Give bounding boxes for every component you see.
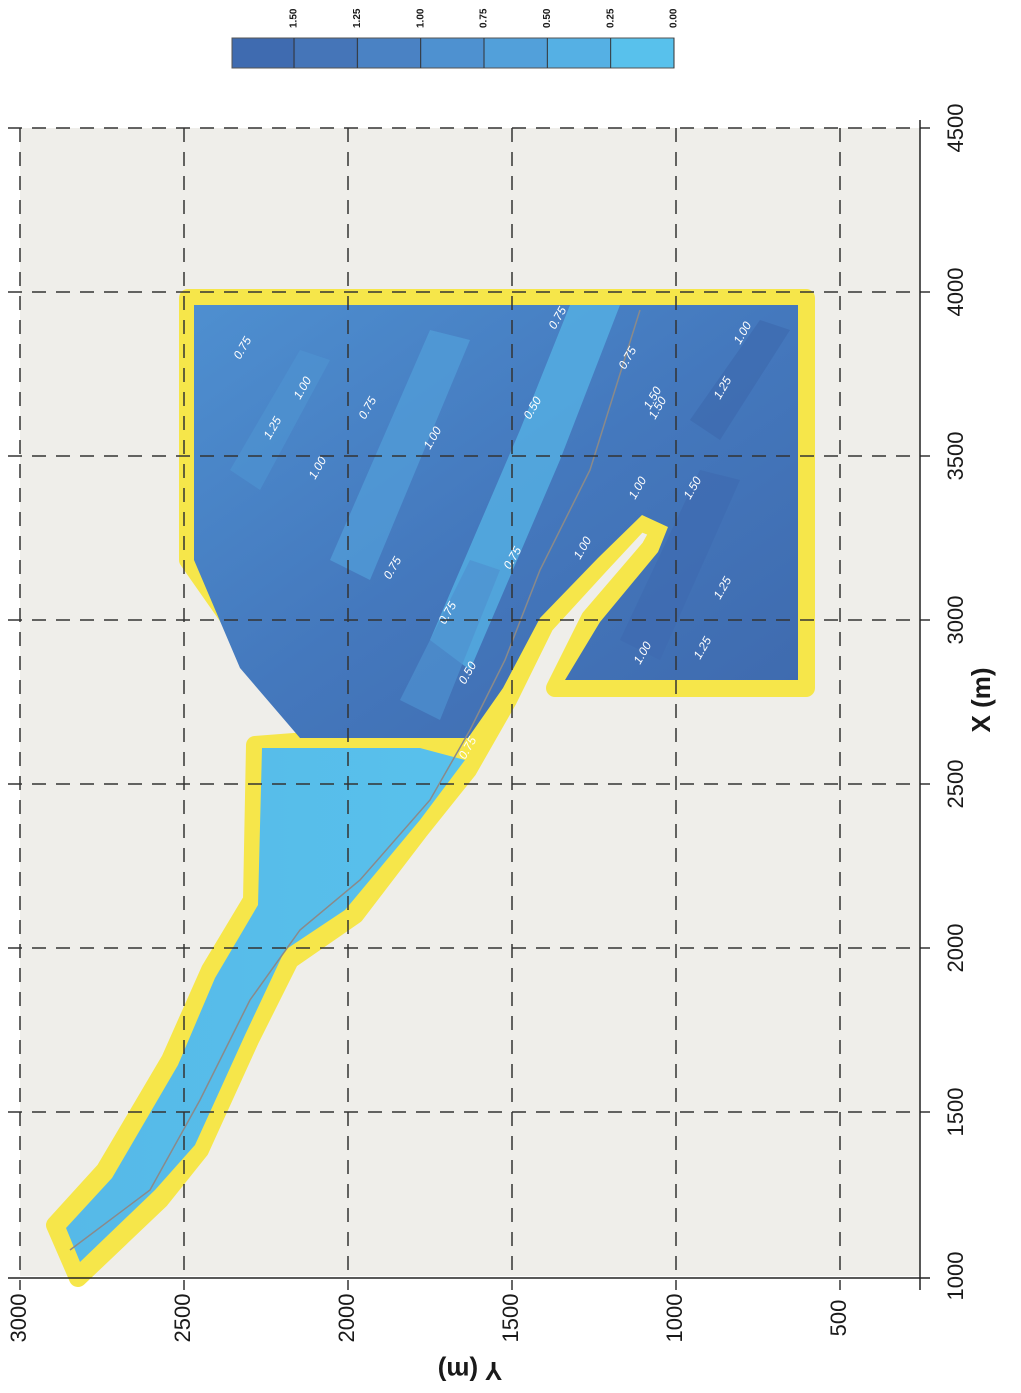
x-tick-label: 4500 [943, 104, 968, 153]
colorbar-segment [295, 38, 359, 68]
depth-band [400, 560, 500, 720]
channel-area [66, 748, 465, 1262]
y-tick-label: 1000 [662, 1294, 687, 1343]
colorbar-segment [610, 38, 675, 68]
y-tick-label: 2500 [170, 1294, 195, 1343]
colorbar: 1.50 1.25 1.00 0.75 0.50 0.25 0.00 [231, 8, 680, 69]
colorbar-label: 0.25 [605, 8, 616, 28]
colorbar-segment [484, 38, 549, 68]
x-tick-label: 1500 [943, 1088, 968, 1137]
x-tick-label: 3000 [943, 596, 968, 645]
colorbar-segment [358, 38, 422, 68]
grid-lines [8, 127, 930, 1290]
y-tick-label: 3000 [6, 1294, 31, 1343]
colorbar-label: 1.00 [415, 8, 426, 28]
channel-centerline [69, 309, 641, 1251]
y-axis-title: Y (m) [438, 1356, 503, 1386]
x-tick-label: 3500 [943, 432, 968, 481]
depth-band [230, 350, 330, 490]
colorbar-segment [421, 38, 486, 68]
colorbar-segment [232, 38, 296, 68]
x-tick-label: 2000 [943, 924, 968, 973]
x-tick-label: 2500 [943, 760, 968, 809]
x-tick-label: 1000 [943, 1252, 968, 1301]
water-body [46, 289, 815, 1287]
colorbar-label: 1.25 [352, 8, 363, 28]
y-tick-label: 1500 [498, 1294, 523, 1343]
axes: 1000 1500 2000 2500 3000 3500 4000 4500 500 1000 1… [6, 104, 968, 1343]
x-axis-title: X (m) [966, 668, 996, 733]
depth-band [330, 330, 470, 580]
colorbar-label: 1.50 [289, 8, 300, 28]
x-tick-label: 4000 [943, 268, 968, 317]
colorbar-label: 0.50 [542, 8, 553, 28]
depth-band [620, 470, 740, 660]
colorbar-label: 0.00 [669, 8, 680, 28]
depth-band [690, 320, 790, 440]
y-tick-label: 2000 [334, 1294, 359, 1343]
colorbar-label: 0.75 [479, 8, 490, 28]
y-tick-label: 500 [826, 1300, 851, 1337]
colorbar-segment [547, 38, 612, 68]
